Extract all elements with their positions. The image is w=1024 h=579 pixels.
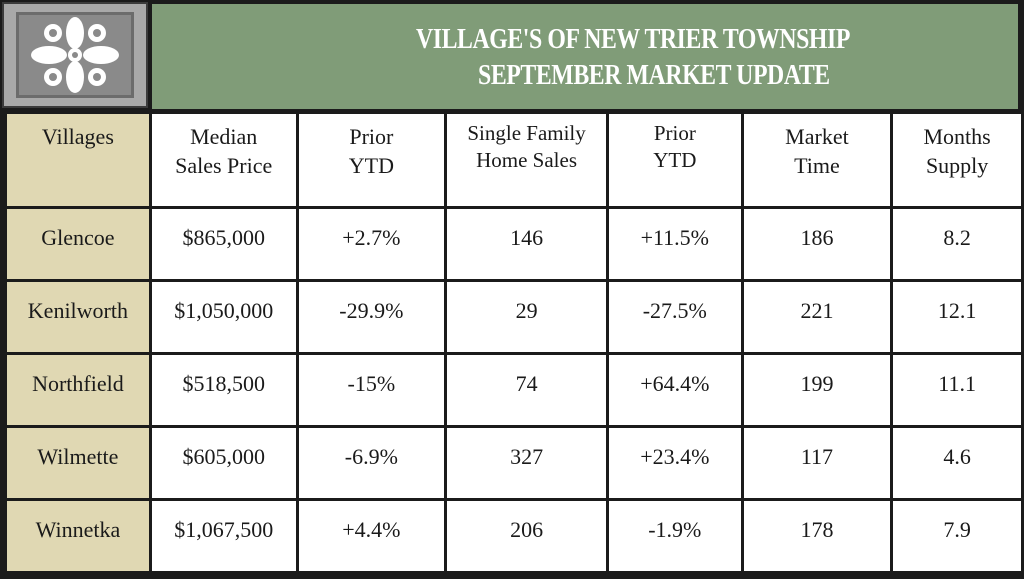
median-sales-price: $605,000 <box>151 428 296 498</box>
title-banner: VILLAGE'S OF NEW TRIER TOWNSHIP SEPTEMBE… <box>152 4 1018 109</box>
header-prior-ytd-price: Prior YTD <box>298 114 445 206</box>
single-family-home-sales: 146 <box>447 209 606 279</box>
village-name: Northfield <box>7 355 149 425</box>
months-supply: 11.1 <box>893 355 1021 425</box>
village-name: Glencoe <box>7 209 149 279</box>
header-sfh-line2: Home Sales <box>476 148 578 172</box>
header-sfh-line1: Single Family <box>467 121 586 145</box>
header-median-line1: Median <box>190 124 258 149</box>
market-time: 178 <box>743 501 891 571</box>
prior-ytd-price-change: +2.7% <box>298 209 445 279</box>
header-median-line2: Sales Price <box>175 153 273 178</box>
header-months-supply: Months Supply <box>893 114 1021 206</box>
header-market-time-line2: Time <box>794 153 840 178</box>
market-time: 186 <box>743 209 891 279</box>
months-supply: 12.1 <box>893 282 1021 352</box>
market-time: 199 <box>743 355 891 425</box>
header-row: Villages Median Sales Price Prior YTD Si… <box>7 114 1021 206</box>
median-sales-price: $1,050,000 <box>151 282 296 352</box>
single-family-home-sales: 74 <box>447 355 606 425</box>
prior-ytd-price-change: -6.9% <box>298 428 445 498</box>
header-prior-ytd-sales-line1: Prior <box>653 121 696 145</box>
title-line-2: SEPTEMBER MARKET UPDATE <box>478 58 830 91</box>
prior-ytd-sales-change: -27.5% <box>608 282 741 352</box>
village-name: Kenilworth <box>7 282 149 352</box>
prior-ytd-sales-change: -1.9% <box>608 501 741 571</box>
header-prior-ytd-sales: Prior YTD <box>608 114 741 206</box>
header-villages: Villages <box>7 114 149 206</box>
table-row: Kenilworth $1,050,000 -29.9% 29 -27.5% 2… <box>7 282 1021 352</box>
village-name: Winnetka <box>7 501 149 571</box>
median-sales-price: $865,000 <box>151 209 296 279</box>
prior-ytd-price-change: +4.4% <box>298 501 445 571</box>
header-prior-ytd-line1: Prior <box>349 124 394 149</box>
table-row: Northfield $518,500 -15% 74 +64.4% 199 1… <box>7 355 1021 425</box>
prior-ytd-sales-change: +11.5% <box>608 209 741 279</box>
prior-ytd-sales-change: +23.4% <box>608 428 741 498</box>
median-sales-price: $1,067,500 <box>151 501 296 571</box>
prior-ytd-price-change: -29.9% <box>298 282 445 352</box>
header-months-supply-line2: Supply <box>925 153 989 178</box>
market-time: 221 <box>743 282 891 352</box>
median-sales-price: $518,500 <box>151 355 296 425</box>
market-table: Villages Median Sales Price Prior YTD Si… <box>4 111 1024 574</box>
header-median-sales-price: Median Sales Price <box>151 114 296 206</box>
logo-graphic <box>19 15 131 95</box>
header-market-time-line1: Market <box>785 124 849 149</box>
header-market-time: Market Time <box>743 114 891 206</box>
months-supply: 8.2 <box>893 209 1021 279</box>
header-villages-label: Villages <box>41 124 114 149</box>
quatrefoil-logo-icon <box>16 12 134 98</box>
logo-frame <box>2 2 148 108</box>
header-single-family-home-sales: Single Family Home Sales <box>447 114 606 206</box>
market-time: 117 <box>743 428 891 498</box>
table-row: Winnetka $1,067,500 +4.4% 206 -1.9% 178 … <box>7 501 1021 571</box>
single-family-home-sales: 29 <box>447 282 606 352</box>
single-family-home-sales: 327 <box>447 428 606 498</box>
title-line-1: VILLAGE'S OF NEW TRIER TOWNSHIP <box>416 22 850 55</box>
header-months-supply-line1: Months <box>923 124 991 149</box>
prior-ytd-sales-change: +64.4% <box>608 355 741 425</box>
months-supply: 7.9 <box>893 501 1021 571</box>
single-family-home-sales: 206 <box>447 501 606 571</box>
header-prior-ytd-line2: YTD <box>348 153 394 178</box>
table-row: Glencoe $865,000 +2.7% 146 +11.5% 186 8.… <box>7 209 1021 279</box>
prior-ytd-price-change: -15% <box>298 355 445 425</box>
table-row: Wilmette $605,000 -6.9% 327 +23.4% 117 4… <box>7 428 1021 498</box>
header-prior-ytd-sales-line2: YTD <box>653 148 697 172</box>
months-supply: 4.6 <box>893 428 1021 498</box>
village-name: Wilmette <box>7 428 149 498</box>
